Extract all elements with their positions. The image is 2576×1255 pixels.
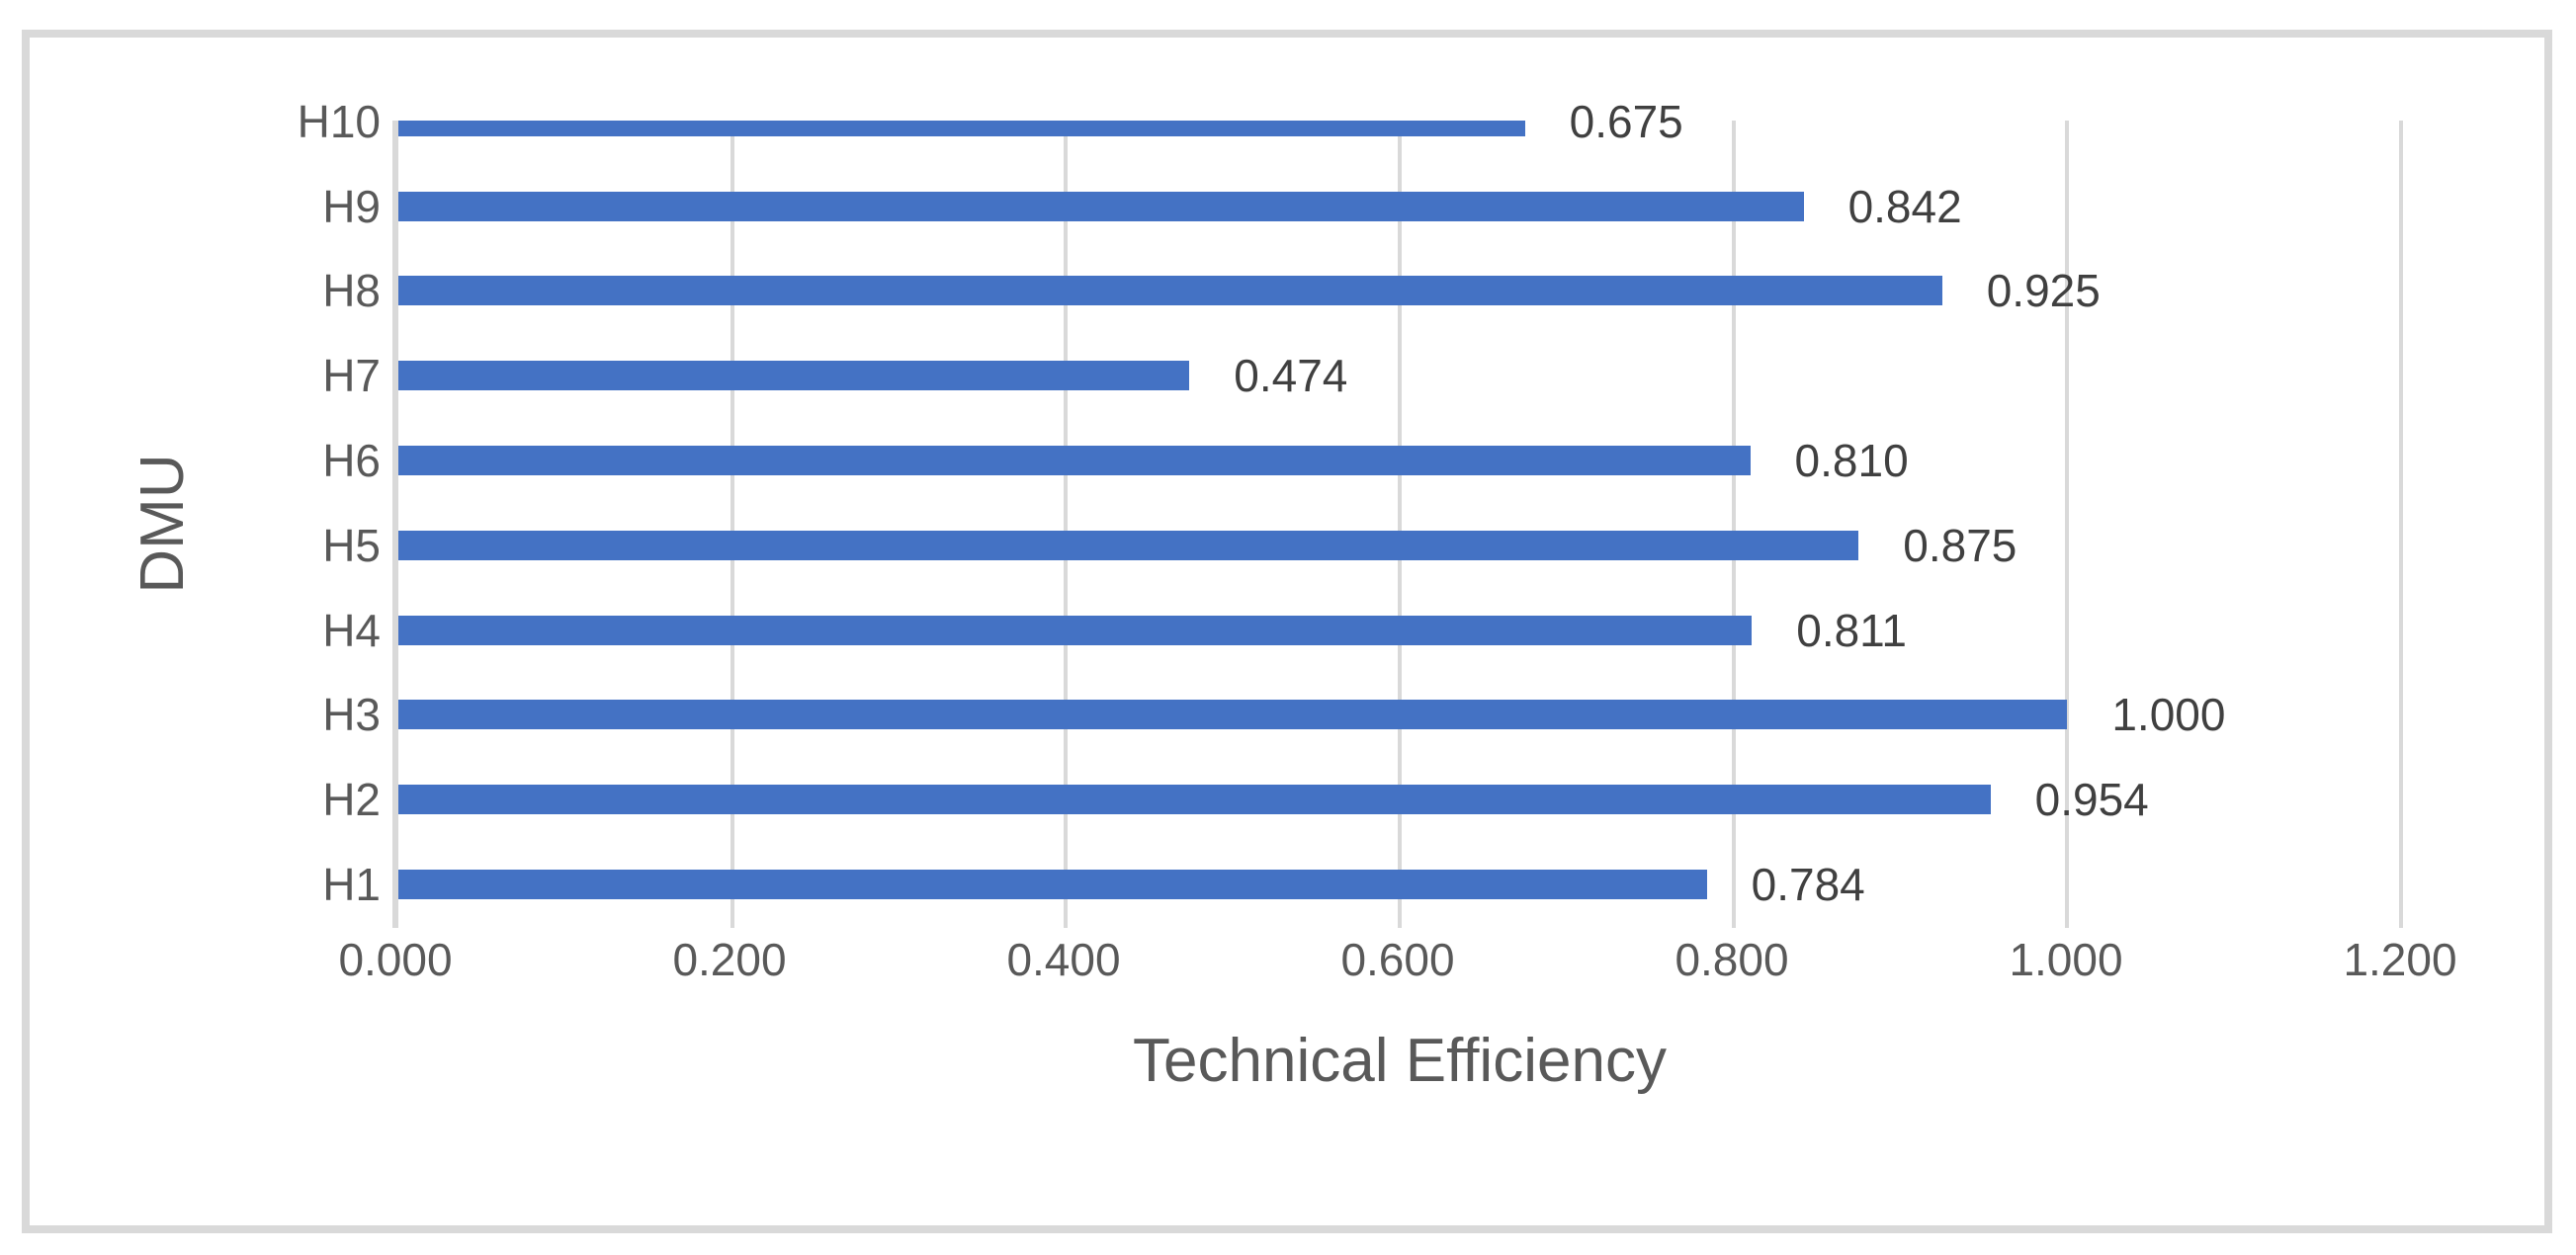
bar <box>398 446 1751 476</box>
bar-row: 0.810 <box>398 418 2401 503</box>
data-label: 0.842 <box>1847 180 1962 232</box>
bar <box>398 700 2068 730</box>
bar-row: 0.875 <box>398 503 2401 588</box>
category-axis-labels: H10 H9 H8 H7 H6 H5 H4 H3 H2 H1 <box>0 79 381 927</box>
category-label: H9 <box>322 180 381 232</box>
bar-row: 0.675 <box>398 79 2401 164</box>
x-tick-label: 1.000 <box>2009 934 2123 985</box>
category-label: H2 <box>322 774 381 826</box>
bar-row: 0.925 <box>398 249 2401 334</box>
data-label: 0.784 <box>1751 859 1865 911</box>
x-tick-label: 0.800 <box>1674 934 1789 985</box>
gridline <box>730 121 734 928</box>
x-tick-label: 0.200 <box>672 934 787 985</box>
category-label: H1 <box>322 859 381 911</box>
data-label: 0.875 <box>1903 519 2018 571</box>
bar <box>398 276 1942 306</box>
x-tick-label: 0.400 <box>1006 934 1121 985</box>
bar <box>398 191 1804 221</box>
gridline <box>1064 121 1069 928</box>
bar-rows: 0.675 0.842 0.925 0.474 0.810 0.875 0.811 1.000… <box>398 79 2401 927</box>
bar <box>398 785 1991 815</box>
category-label: H10 <box>297 95 381 147</box>
data-label: 0.954 <box>2034 774 2149 826</box>
bar-row: 1.000 <box>398 673 2401 758</box>
gridline <box>1731 121 1736 928</box>
x-tick-label: 1.200 <box>2343 934 2457 985</box>
category-label: H3 <box>322 689 381 741</box>
x-axis-title: Technical Efficiency <box>1133 1027 1667 1095</box>
bar <box>398 361 1190 391</box>
bar-row: 0.474 <box>398 333 2401 418</box>
gridlines-layer <box>398 121 2403 928</box>
data-label: 0.474 <box>1234 350 1348 402</box>
gridline <box>1398 121 1402 928</box>
bar-row: 0.842 <box>398 164 2401 249</box>
value-axis-tick-labels: 0.000 0.200 0.400 0.600 0.800 1.000 1.200 <box>338 934 2456 994</box>
chart-outer-border <box>22 30 2552 1233</box>
category-label: H6 <box>322 435 381 487</box>
data-label: 0.810 <box>1794 435 1909 487</box>
x-tick-label: 0.000 <box>338 934 453 985</box>
data-label: 0.925 <box>1986 265 2101 317</box>
bar <box>398 530 1859 560</box>
x-tick-label: 0.600 <box>1340 934 1455 985</box>
y-axis-title: DMU <box>129 454 197 594</box>
bar-row: 0.954 <box>398 757 2401 842</box>
category-label: H7 <box>322 350 381 402</box>
category-label: H5 <box>322 519 381 571</box>
category-label: H4 <box>322 604 381 656</box>
bar-row: 0.811 <box>398 588 2401 673</box>
bar <box>398 615 1753 645</box>
data-label: 0.811 <box>1796 604 1907 656</box>
data-label: 1.000 <box>2111 689 2226 741</box>
category-axis-line <box>392 121 398 928</box>
gridline <box>2399 121 2403 928</box>
bar-row: 0.784 <box>398 842 2401 927</box>
data-label: 0.675 <box>1569 95 1683 147</box>
bar <box>398 121 1525 136</box>
bar <box>398 870 1707 900</box>
category-label: H8 <box>322 265 381 317</box>
gridline <box>2065 121 2070 928</box>
